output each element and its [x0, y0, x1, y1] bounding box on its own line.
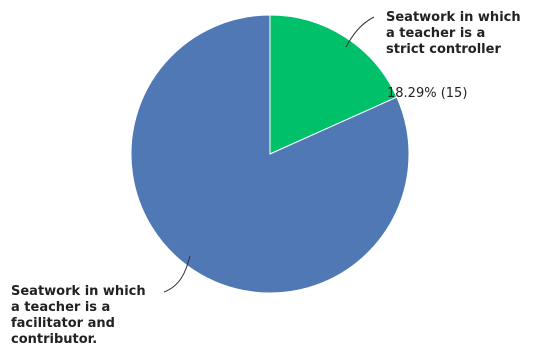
- slice-label-strict-controller: Seatwork in which a teacher is a strict …: [386, 10, 521, 58]
- slice-label-line: strict controller: [386, 42, 501, 57]
- slice-label-line: contributor.: [11, 332, 98, 347]
- leader-lines: [163, 16, 375, 293]
- pie-slice-facilitator: [130, 14, 410, 294]
- leader-line-strict-controller: [345, 16, 375, 48]
- slice-value-label-strict-controller: 18.29% (15): [387, 86, 468, 101]
- slice-label-facilitator: Seatwork in which a teacher is a facilit…: [11, 284, 146, 348]
- leader-line-facilitator: [163, 255, 191, 293]
- pie-slice-strict-controller: [269, 14, 398, 155]
- slice-label-line: a teacher is a: [11, 300, 111, 315]
- slice-label-line: Seatwork in which: [11, 284, 146, 299]
- slice-label-line: facilitator and: [11, 316, 115, 331]
- slice-label-line: a teacher is a: [386, 26, 486, 41]
- pie-slices: [130, 14, 410, 294]
- slice-label-line: Seatwork in which: [386, 10, 521, 25]
